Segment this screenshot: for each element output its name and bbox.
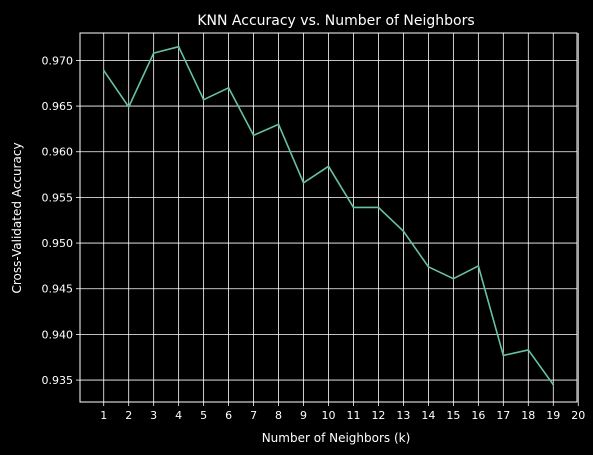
data-point [302, 181, 305, 184]
data-point [152, 52, 155, 54]
x-tick-label: 11 [346, 409, 360, 422]
x-tick-label: 18 [521, 409, 535, 422]
y-tick-label: 0.935 [42, 374, 74, 387]
data-point [402, 230, 405, 233]
data-point [377, 206, 380, 209]
y-tick-label: 0.970 [42, 54, 74, 67]
x-tick-label: 5 [200, 409, 207, 422]
plot-frame [79, 32, 578, 403]
y-tick-label: 0.950 [42, 237, 74, 250]
data-point [127, 106, 130, 108]
y-tick-label: 0.940 [42, 328, 74, 341]
x-tick-label: 1 [100, 409, 107, 422]
y-axis-label: Cross-Validated Accuracy [10, 142, 24, 293]
data-point [527, 349, 530, 351]
data-point [427, 265, 430, 268]
data-point [352, 206, 355, 209]
x-tick-label: 13 [396, 409, 410, 422]
data-point [227, 86, 230, 89]
series-layer [102, 45, 555, 386]
x-tick-label: 8 [275, 409, 282, 422]
data-point [102, 69, 105, 72]
data-point [277, 123, 280, 126]
x-tick-label: 9 [300, 409, 307, 422]
x-tick-label: 7 [250, 409, 257, 422]
x-tick-label: 3 [150, 409, 157, 422]
data-point [202, 98, 205, 101]
y-tick-label: 0.965 [42, 100, 74, 113]
data-point [327, 165, 330, 168]
x-tick-label: 16 [471, 409, 485, 422]
x-tick-label: 14 [421, 409, 435, 422]
data-point [452, 277, 455, 280]
x-tick-label: 10 [322, 409, 336, 422]
x-tick-label: 12 [371, 409, 385, 422]
data-point [252, 134, 255, 137]
x-tick-label: 19 [546, 409, 560, 422]
x-tick-label: 17 [496, 409, 510, 422]
x-tick-label: 4 [175, 409, 182, 422]
data-point [552, 383, 555, 386]
axis-ticks: 1 2 3 4 5 6 7 8 9 10 11 12 13 14 15 16 17 18 19 200.9350.94… [42, 54, 586, 422]
y-tick-label: 0.945 [42, 283, 74, 296]
x-tick-label: 6 [225, 409, 232, 422]
chart-title: KNN Accuracy vs. Number of Neighbors [197, 13, 474, 29]
data-point [177, 45, 180, 48]
grid [80, 33, 579, 402]
x-tick-label: 20 [571, 409, 585, 422]
y-tick-label: 0.955 [42, 191, 74, 204]
x-tick-label: 15 [446, 409, 460, 422]
x-axis-label: Number of Neighbors (k) [262, 431, 411, 445]
data-point [502, 354, 505, 357]
x-tick-label: 2 [125, 409, 132, 422]
data-point [477, 265, 480, 267]
y-tick-label: 0.960 [42, 146, 74, 159]
